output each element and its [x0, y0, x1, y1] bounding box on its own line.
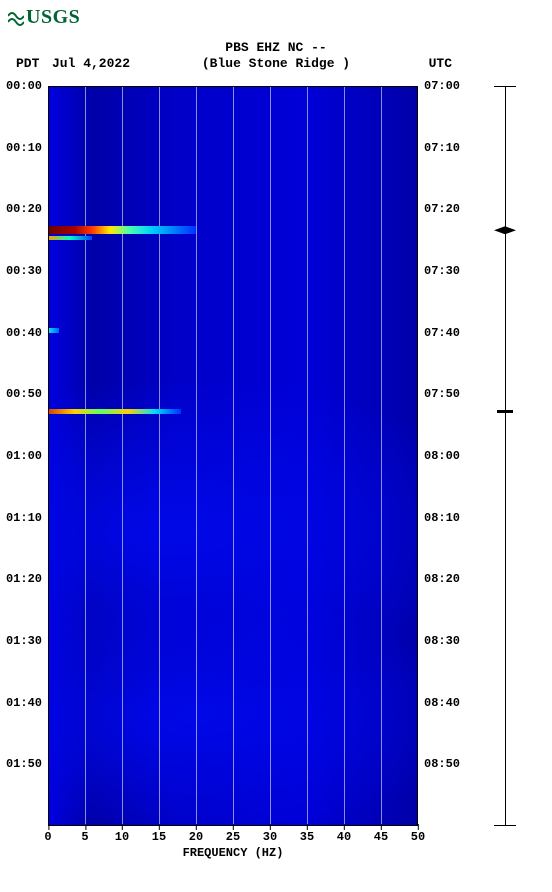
seismic-event-band	[48, 328, 59, 333]
y-tick-right: 08:40	[424, 696, 464, 710]
y-tick-left: 00:30	[2, 264, 42, 278]
y-tick-left: 00:40	[2, 326, 42, 340]
y-tick-right: 07:10	[424, 141, 464, 155]
gridline	[381, 86, 382, 826]
x-tick: 5	[81, 830, 88, 844]
x-tick: 0	[44, 830, 51, 844]
y-tick-right: 08:30	[424, 634, 464, 648]
y-tick-right: 08:50	[424, 757, 464, 771]
y-tick-left: 01:10	[2, 511, 42, 525]
gridline	[418, 86, 419, 826]
y-tick-right: 07:40	[424, 326, 464, 340]
seismic-event-band	[48, 236, 92, 240]
y-tick-right: 07:50	[424, 387, 464, 401]
gridline	[270, 86, 271, 826]
gridline	[196, 86, 197, 826]
x-axis-label: FREQUENCY (HZ)	[48, 846, 418, 860]
x-tick: 45	[374, 830, 388, 844]
y-tick-left: 01:40	[2, 696, 42, 710]
station-code: PBS EHZ NC --	[0, 40, 552, 55]
spectrogram-plot: 00:0000:1000:2000:3000:4000:5001:0001:10…	[48, 86, 418, 826]
y-tick-left: 00:20	[2, 202, 42, 216]
usgs-logo: USGS	[8, 6, 80, 29]
y-tick-left: 00:10	[2, 141, 42, 155]
x-tick: 10	[115, 830, 129, 844]
side-event-marker	[494, 226, 516, 234]
y-tick-left: 00:50	[2, 387, 42, 401]
side-amplitude-strip	[494, 86, 516, 826]
side-tick-top	[494, 86, 516, 87]
gridline	[122, 86, 123, 826]
seismic-event-band	[48, 226, 196, 234]
seismic-event-band	[48, 409, 181, 414]
gridline	[344, 86, 345, 826]
chart-header: PDT Jul 4,2022 PBS EHZ NC -- (Blue Stone…	[0, 40, 552, 72]
y-tick-left: 01:00	[2, 449, 42, 463]
x-tick: 35	[300, 830, 314, 844]
y-tick-right: 08:00	[424, 449, 464, 463]
y-tick-right: 07:20	[424, 202, 464, 216]
side-center-line	[505, 86, 506, 826]
y-tick-left: 01:50	[2, 757, 42, 771]
y-tick-right: 08:10	[424, 511, 464, 525]
usgs-logo-text: USGS	[26, 6, 80, 29]
gridline	[48, 86, 49, 826]
gridline	[159, 86, 160, 826]
x-tick: 40	[337, 830, 351, 844]
site-name: (Blue Stone Ridge )	[0, 56, 552, 71]
root-container: USGS PDT Jul 4,2022 PBS EHZ NC -- (Blue …	[0, 0, 552, 892]
side-event-marker	[497, 410, 513, 413]
wave-stroke-1	[8, 13, 24, 19]
timezone-right: UTC	[429, 56, 452, 71]
usgs-wave-icon	[8, 10, 24, 26]
y-tick-left: 01:30	[2, 634, 42, 648]
gridline	[85, 86, 86, 826]
y-tick-left: 01:20	[2, 572, 42, 586]
x-tick: 15	[152, 830, 166, 844]
gridline	[233, 86, 234, 826]
x-tick: 30	[263, 830, 277, 844]
x-tick: 25	[226, 830, 240, 844]
gridline	[307, 86, 308, 826]
y-tick-right: 08:20	[424, 572, 464, 586]
side-tick-bot	[494, 825, 516, 826]
y-tick-right: 07:00	[424, 79, 464, 93]
y-tick-right: 07:30	[424, 264, 464, 278]
y-tick-left: 00:00	[2, 79, 42, 93]
x-tick: 50	[411, 830, 425, 844]
wave-stroke-2	[8, 19, 24, 25]
x-tick: 20	[189, 830, 203, 844]
